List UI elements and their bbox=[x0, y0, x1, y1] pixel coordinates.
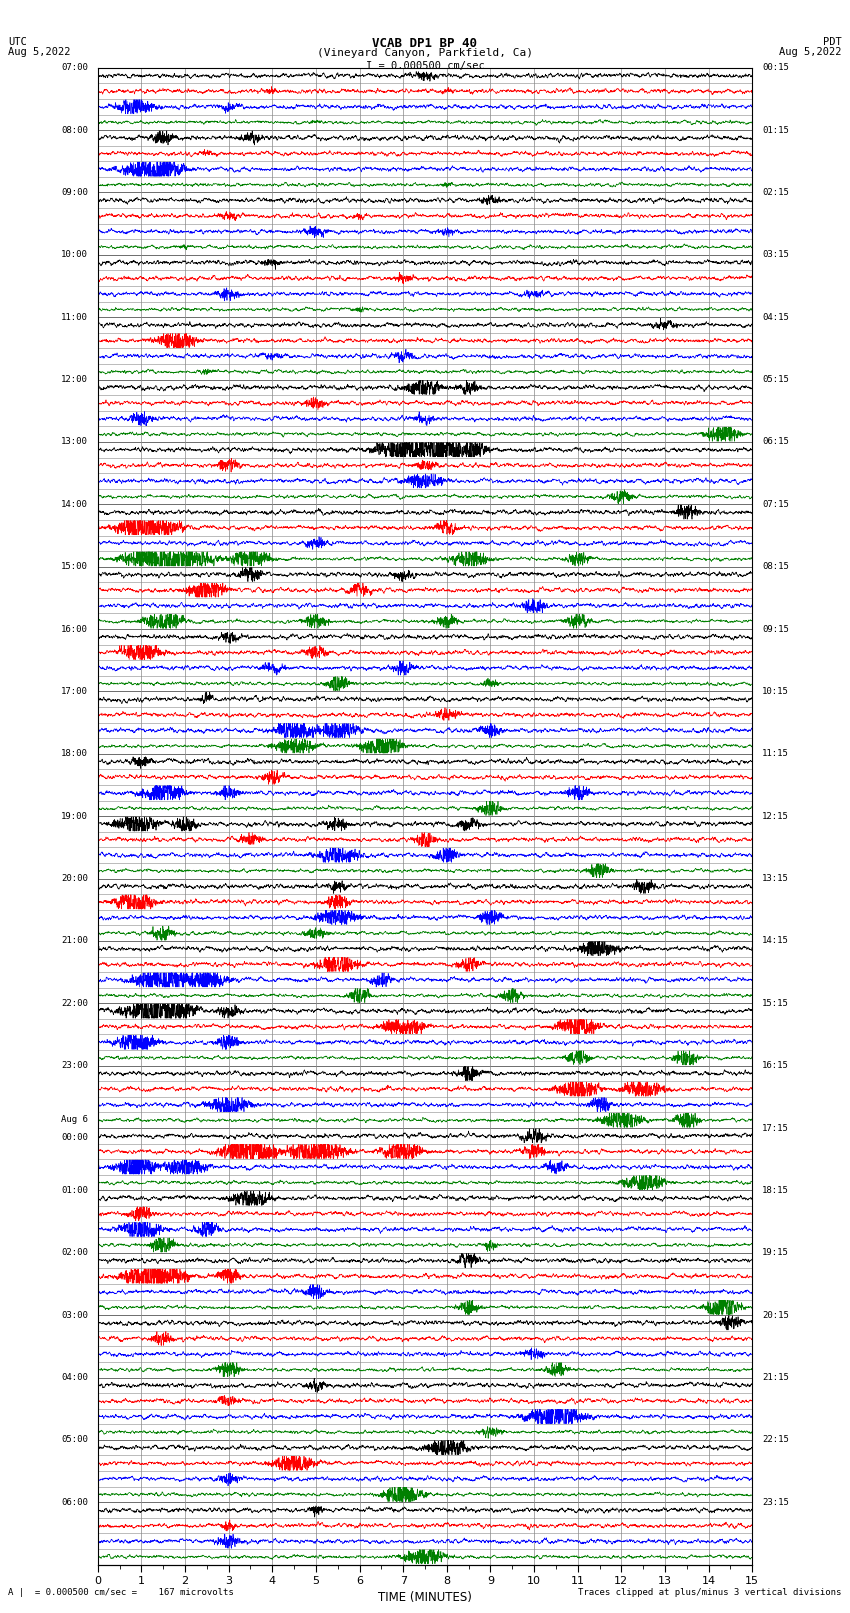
Text: 13:00: 13:00 bbox=[61, 437, 88, 447]
Text: 10:15: 10:15 bbox=[762, 687, 789, 695]
Text: 06:00: 06:00 bbox=[61, 1498, 88, 1507]
Text: 11:00: 11:00 bbox=[61, 313, 88, 321]
Text: Aug 6: Aug 6 bbox=[61, 1115, 88, 1124]
Text: 14:15: 14:15 bbox=[762, 937, 789, 945]
Text: 09:15: 09:15 bbox=[762, 624, 789, 634]
Text: 04:15: 04:15 bbox=[762, 313, 789, 321]
Text: (Vineyard Canyon, Parkfield, Ca): (Vineyard Canyon, Parkfield, Ca) bbox=[317, 48, 533, 58]
Text: 07:15: 07:15 bbox=[762, 500, 789, 508]
Text: 02:15: 02:15 bbox=[762, 189, 789, 197]
Text: 20:00: 20:00 bbox=[61, 874, 88, 882]
Text: 23:00: 23:00 bbox=[61, 1061, 88, 1069]
Text: 15:15: 15:15 bbox=[762, 998, 789, 1008]
Text: PDT: PDT bbox=[823, 37, 842, 47]
Text: 16:15: 16:15 bbox=[762, 1061, 789, 1069]
Text: 18:00: 18:00 bbox=[61, 750, 88, 758]
Text: 05:15: 05:15 bbox=[762, 376, 789, 384]
Text: I = 0.000500 cm/sec: I = 0.000500 cm/sec bbox=[366, 61, 484, 71]
Text: 18:15: 18:15 bbox=[762, 1186, 789, 1195]
Text: 11:15: 11:15 bbox=[762, 750, 789, 758]
Text: 06:15: 06:15 bbox=[762, 437, 789, 447]
Text: UTC: UTC bbox=[8, 37, 27, 47]
Text: 08:15: 08:15 bbox=[762, 563, 789, 571]
X-axis label: TIME (MINUTES): TIME (MINUTES) bbox=[378, 1590, 472, 1603]
Text: 23:15: 23:15 bbox=[762, 1498, 789, 1507]
Text: 19:00: 19:00 bbox=[61, 811, 88, 821]
Text: 17:15: 17:15 bbox=[762, 1124, 789, 1132]
Text: 04:00: 04:00 bbox=[61, 1373, 88, 1382]
Text: 05:00: 05:00 bbox=[61, 1436, 88, 1444]
Text: Aug 5,2022: Aug 5,2022 bbox=[8, 47, 71, 56]
Text: 15:00: 15:00 bbox=[61, 563, 88, 571]
Text: 16:00: 16:00 bbox=[61, 624, 88, 634]
Text: 10:00: 10:00 bbox=[61, 250, 88, 260]
Text: 20:15: 20:15 bbox=[762, 1311, 789, 1319]
Text: 03:15: 03:15 bbox=[762, 250, 789, 260]
Text: 02:00: 02:00 bbox=[61, 1248, 88, 1257]
Text: 12:00: 12:00 bbox=[61, 376, 88, 384]
Text: 21:15: 21:15 bbox=[762, 1373, 789, 1382]
Text: Aug 5,2022: Aug 5,2022 bbox=[779, 47, 842, 56]
Text: 12:15: 12:15 bbox=[762, 811, 789, 821]
Text: 22:00: 22:00 bbox=[61, 998, 88, 1008]
Text: A |  = 0.000500 cm/sec =    167 microvolts: A | = 0.000500 cm/sec = 167 microvolts bbox=[8, 1587, 235, 1597]
Text: 09:00: 09:00 bbox=[61, 189, 88, 197]
Text: 00:15: 00:15 bbox=[762, 63, 789, 73]
Text: 03:00: 03:00 bbox=[61, 1311, 88, 1319]
Text: 01:15: 01:15 bbox=[762, 126, 789, 134]
Text: 14:00: 14:00 bbox=[61, 500, 88, 508]
Text: Traces clipped at plus/minus 3 vertical divisions: Traces clipped at plus/minus 3 vertical … bbox=[578, 1587, 842, 1597]
Text: 17:00: 17:00 bbox=[61, 687, 88, 695]
Text: 07:00: 07:00 bbox=[61, 63, 88, 73]
Text: VCAB DP1 BP 40: VCAB DP1 BP 40 bbox=[372, 37, 478, 50]
Text: 00:00: 00:00 bbox=[61, 1132, 88, 1142]
Text: 22:15: 22:15 bbox=[762, 1436, 789, 1444]
Text: 21:00: 21:00 bbox=[61, 937, 88, 945]
Text: 13:15: 13:15 bbox=[762, 874, 789, 882]
Text: 19:15: 19:15 bbox=[762, 1248, 789, 1257]
Text: 01:00: 01:00 bbox=[61, 1186, 88, 1195]
Text: 08:00: 08:00 bbox=[61, 126, 88, 134]
